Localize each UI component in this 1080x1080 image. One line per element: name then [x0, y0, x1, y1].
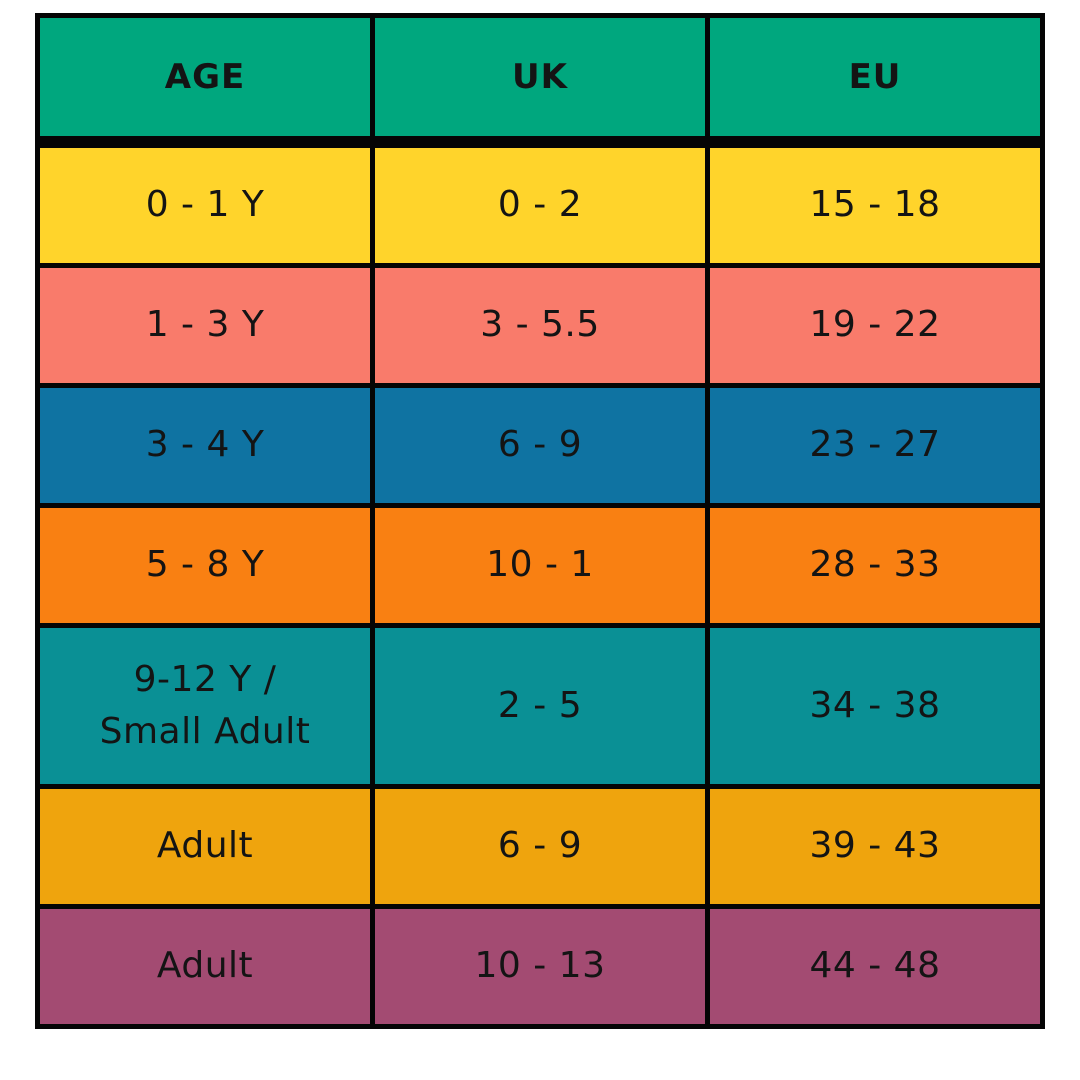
eu-size-cell: 44 - 48: [705, 904, 1045, 1029]
size-chart-table: AGE UK EU 0 - 1 Y 0 - 2 15 - 18 1 - 3 Y …: [35, 13, 1045, 1029]
eu-size-cell: 19 - 22: [705, 263, 1045, 388]
age-cell: 5 - 8 Y: [35, 503, 375, 628]
table-row-adult-1: Adult 6 - 9 39 - 43: [35, 784, 1045, 909]
header-cell-eu: EU: [705, 13, 1045, 148]
table-row-3-4y: 3 - 4 Y 6 - 9 23 - 27: [35, 383, 1045, 508]
age-cell: 3 - 4 Y: [35, 383, 375, 508]
age-cell: Adult: [35, 904, 375, 1029]
header-cell-age: AGE: [35, 13, 375, 148]
table-row-5-8y: 5 - 8 Y 10 - 1 28 - 33: [35, 503, 1045, 628]
age-cell: 9-12 Y / Small Adult: [35, 623, 375, 789]
header-cell-uk: UK: [370, 13, 710, 148]
eu-size-cell: 39 - 43: [705, 784, 1045, 909]
eu-size-cell: 28 - 33: [705, 503, 1045, 628]
uk-size-cell: 2 - 5: [370, 623, 710, 789]
uk-size-cell: 6 - 9: [370, 383, 710, 508]
uk-size-cell: 6 - 9: [370, 784, 710, 909]
table-row-adult-2: Adult 10 - 13 44 - 48: [35, 904, 1045, 1029]
age-cell: 1 - 3 Y: [35, 263, 375, 388]
header-row: AGE UK EU: [35, 13, 1045, 148]
age-cell: Adult: [35, 784, 375, 909]
uk-size-cell: 3 - 5.5: [370, 263, 710, 388]
uk-size-cell: 10 - 1: [370, 503, 710, 628]
table-row-0-1y: 0 - 1 Y 0 - 2 15 - 18: [35, 139, 1045, 268]
uk-size-cell: 10 - 13: [370, 904, 710, 1029]
eu-size-cell: 34 - 38: [705, 623, 1045, 789]
eu-size-cell: 23 - 27: [705, 383, 1045, 508]
uk-size-cell: 0 - 2: [370, 139, 710, 268]
eu-size-cell: 15 - 18: [705, 139, 1045, 268]
table-row-1-3y: 1 - 3 Y 3 - 5.5 19 - 22: [35, 263, 1045, 388]
age-cell: 0 - 1 Y: [35, 139, 375, 268]
table-row-9-12y-small-adult: 9-12 Y / Small Adult 2 - 5 34 - 38: [35, 623, 1045, 789]
